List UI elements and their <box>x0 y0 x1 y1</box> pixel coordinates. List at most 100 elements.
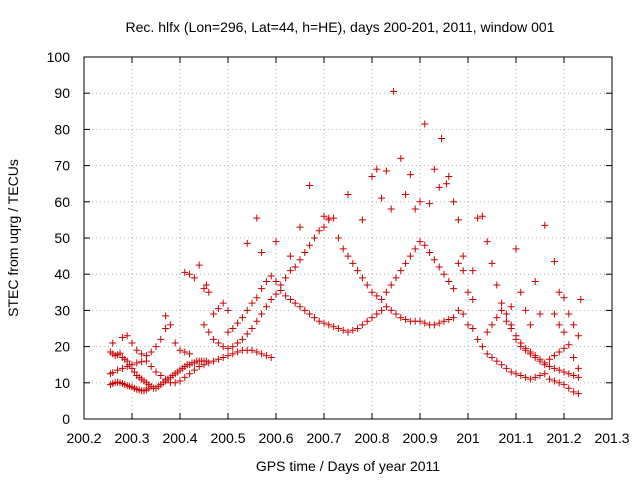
data-point <box>157 372 165 380</box>
data-point <box>430 165 438 173</box>
data-point <box>214 305 222 313</box>
data-point <box>176 377 184 385</box>
data-point <box>291 299 299 307</box>
data-point <box>570 372 578 380</box>
data-point <box>546 375 554 383</box>
data-point <box>205 359 213 367</box>
data-point <box>334 234 342 242</box>
y-tick-label: 80 <box>54 121 70 137</box>
data-point <box>464 288 472 296</box>
data-point <box>541 221 549 229</box>
data-point <box>301 306 309 314</box>
y-tick-label: 20 <box>54 339 70 355</box>
data-point <box>200 285 208 293</box>
data-point <box>536 310 544 318</box>
data-point <box>282 274 290 282</box>
x-axis-label: GPS time / Days of year 2011 <box>256 458 440 474</box>
data-point <box>478 212 486 220</box>
data-point <box>474 335 482 343</box>
data-point <box>493 281 501 289</box>
data-point <box>531 277 539 285</box>
data-point <box>147 348 155 356</box>
data-point <box>450 198 458 206</box>
data-point <box>243 330 251 338</box>
data-point <box>450 285 458 293</box>
data-point <box>128 339 136 347</box>
data-point <box>262 277 270 285</box>
data-point <box>416 198 424 206</box>
data-point <box>402 315 410 323</box>
data-point <box>162 325 170 332</box>
data-point <box>382 303 390 311</box>
data-point <box>382 167 390 175</box>
data-point <box>296 223 304 231</box>
data-point <box>238 314 246 322</box>
data-point <box>450 314 458 322</box>
data-point <box>325 214 333 222</box>
data-point <box>325 321 333 329</box>
data-point <box>522 344 530 352</box>
data-point <box>320 212 328 220</box>
data-point <box>358 274 366 282</box>
data-point <box>483 350 491 358</box>
data-point <box>190 366 198 374</box>
data-point <box>442 180 450 188</box>
data-point <box>138 350 146 358</box>
data-point <box>493 314 501 322</box>
y-tick-label: 30 <box>54 302 70 318</box>
x-tick-label: 200.9 <box>402 430 437 446</box>
data-point <box>421 319 429 327</box>
data-point <box>181 268 189 276</box>
data-point <box>502 364 510 372</box>
data-point <box>354 325 362 332</box>
data-point <box>454 306 462 314</box>
data-point <box>560 368 568 376</box>
data-point <box>306 182 314 190</box>
data-point <box>320 223 328 231</box>
data-point <box>210 335 218 343</box>
data-point <box>301 248 309 256</box>
data-point <box>195 261 203 269</box>
data-point <box>512 370 520 378</box>
data-point <box>459 267 467 275</box>
data-point <box>133 359 141 367</box>
data-point <box>128 361 136 369</box>
data-point <box>469 267 477 275</box>
data-point <box>406 252 414 260</box>
data-point <box>267 272 275 280</box>
data-point <box>152 343 160 351</box>
data-point <box>315 227 323 235</box>
data-point <box>320 319 328 327</box>
data-point <box>368 288 376 296</box>
data-point <box>502 317 510 325</box>
data-point <box>171 379 179 387</box>
grid-lines <box>84 57 612 419</box>
x-tick-label: 200.7 <box>306 430 341 446</box>
data-point <box>526 348 534 356</box>
data-point <box>358 216 366 224</box>
data-point <box>570 353 578 361</box>
data-point <box>445 315 453 323</box>
data-point <box>202 281 210 289</box>
data-point <box>258 310 266 318</box>
data-point <box>459 252 467 260</box>
data-point <box>478 343 486 351</box>
x-tick-label: 201.2 <box>546 430 581 446</box>
data-point <box>440 317 448 325</box>
chart-title: Rec. hlfx (Lon=296, Lat=44, h=HE), days … <box>126 19 555 35</box>
data-point <box>310 314 318 322</box>
data-point <box>397 154 405 162</box>
data-point <box>488 259 496 267</box>
data-point <box>445 277 453 285</box>
data-point <box>277 281 285 289</box>
data-point <box>550 310 558 318</box>
data-point <box>138 358 146 366</box>
data-point <box>555 348 563 356</box>
data-point <box>541 359 549 367</box>
data-point <box>253 214 261 222</box>
data-point <box>339 245 347 253</box>
data-point <box>570 388 578 396</box>
data-point <box>286 267 294 275</box>
data-point <box>517 339 525 347</box>
data-point <box>272 238 280 246</box>
